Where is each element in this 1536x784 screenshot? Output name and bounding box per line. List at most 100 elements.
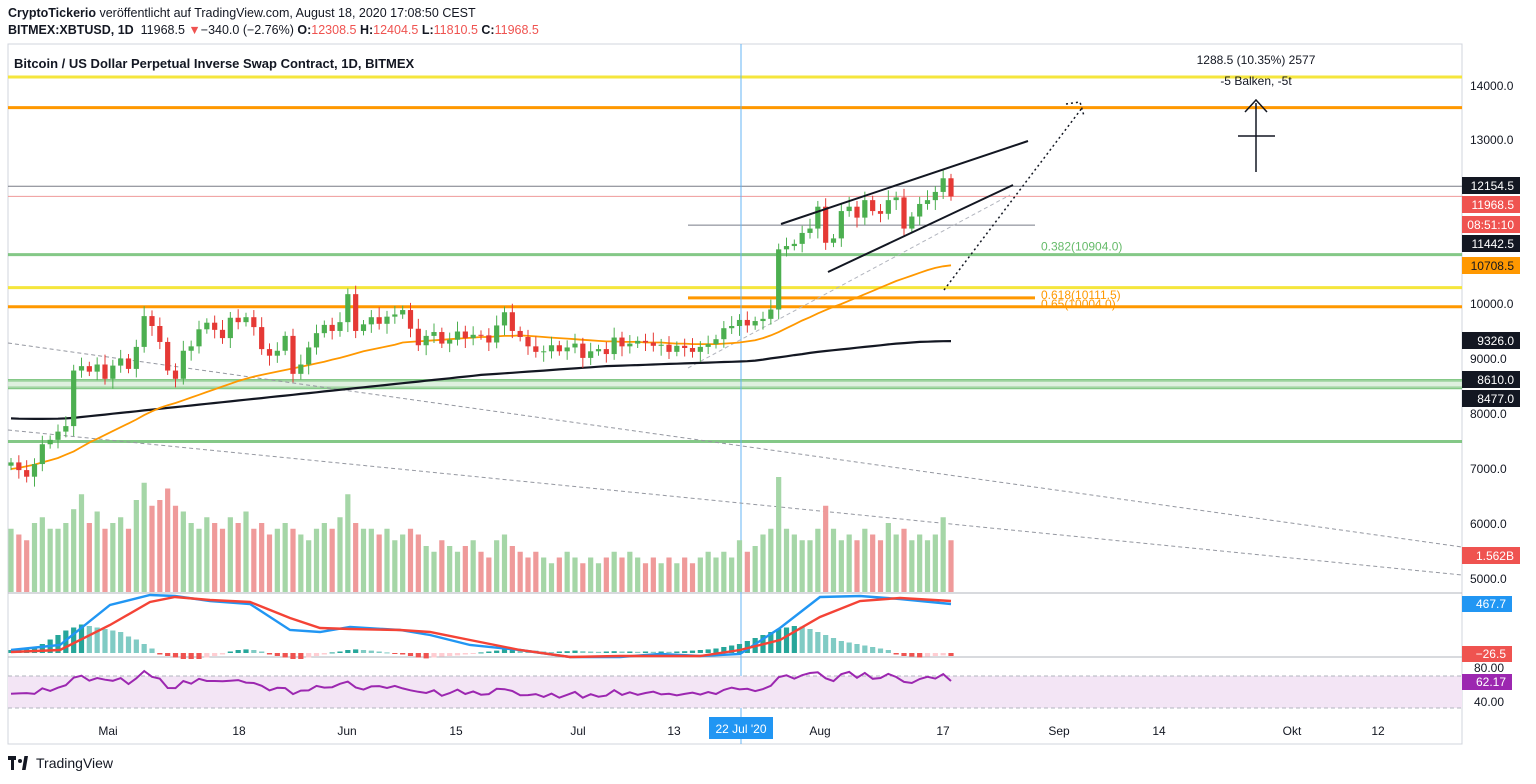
volume-bar bbox=[71, 509, 77, 592]
candle-body bbox=[697, 346, 703, 352]
candle-body bbox=[415, 328, 421, 346]
low-label: L: bbox=[421, 23, 434, 37]
volume-bar bbox=[791, 534, 797, 592]
candle-body bbox=[588, 351, 594, 358]
tradingview-brand[interactable]: TradingView bbox=[36, 755, 114, 771]
price-label-box bbox=[1462, 547, 1520, 564]
candle-body bbox=[282, 335, 288, 351]
candle bbox=[791, 239, 797, 251]
volume-bar bbox=[783, 528, 790, 592]
volume-bar bbox=[172, 505, 179, 592]
low-value: 11810.5 bbox=[433, 23, 478, 37]
candle bbox=[47, 435, 53, 449]
macd-hist-bar bbox=[924, 653, 931, 657]
candle bbox=[141, 306, 147, 353]
author-name[interactable]: CryptoTickerio bbox=[8, 6, 96, 20]
candle bbox=[478, 330, 484, 340]
open-value: 12308.5 bbox=[311, 23, 357, 37]
price-label-box bbox=[1462, 196, 1520, 213]
macd-hist-bar bbox=[353, 649, 359, 653]
candle bbox=[556, 340, 562, 356]
volume-bar bbox=[204, 517, 210, 592]
volume-bar bbox=[337, 517, 343, 592]
candle bbox=[517, 326, 523, 342]
down-arrow-icon: ▼ bbox=[188, 23, 201, 37]
high-label: H: bbox=[359, 23, 374, 37]
candle-body bbox=[274, 350, 280, 356]
candle-body bbox=[149, 316, 155, 326]
macd-hist-bar bbox=[823, 635, 829, 653]
symbol-label[interactable]: BITMEX:XBTUSD, 1D bbox=[8, 23, 134, 37]
volume-bar bbox=[768, 528, 774, 592]
candle-body bbox=[24, 470, 30, 477]
volume-bar bbox=[31, 523, 38, 592]
macd-hist-bar bbox=[556, 651, 562, 653]
volume-bar bbox=[55, 528, 61, 592]
candle bbox=[494, 315, 500, 349]
macd-hist-bar bbox=[431, 653, 437, 658]
volume-bar bbox=[525, 557, 531, 592]
x-tick-label: 12 bbox=[1371, 724, 1385, 738]
candle bbox=[697, 341, 703, 362]
x-tick-label: Jul bbox=[570, 724, 585, 738]
candle-body bbox=[721, 328, 727, 340]
volume-bar bbox=[744, 551, 750, 592]
macd-hist-bar bbox=[619, 651, 625, 653]
volume-bar bbox=[462, 546, 468, 592]
candle bbox=[830, 234, 837, 248]
y-tick-label: 10000.0 bbox=[1470, 297, 1514, 311]
volume-bar bbox=[541, 557, 547, 592]
candle bbox=[31, 458, 38, 487]
candle-body bbox=[940, 178, 946, 192]
candle-body bbox=[470, 334, 476, 339]
measure-label-bottom: -5 Balken, -5t bbox=[1220, 74, 1292, 88]
candle-body bbox=[932, 191, 938, 201]
candle bbox=[274, 342, 280, 363]
macd-hist-bar bbox=[721, 647, 727, 653]
macd-label-box bbox=[1462, 596, 1512, 612]
macd-hist-bar bbox=[172, 653, 179, 658]
close-value: 11968.5 bbox=[494, 23, 539, 37]
candle-body bbox=[682, 345, 688, 348]
candle-body bbox=[235, 317, 241, 323]
candle bbox=[627, 335, 633, 354]
candle bbox=[760, 311, 766, 330]
candle-body bbox=[854, 206, 860, 218]
rsi-label: 80.00 bbox=[1474, 661, 1504, 675]
candle bbox=[548, 336, 555, 359]
macd-hist-bar bbox=[838, 641, 844, 653]
candle-body bbox=[204, 322, 210, 330]
volume-bar bbox=[24, 540, 30, 592]
candle-body bbox=[78, 366, 85, 371]
candle bbox=[877, 203, 884, 223]
volume-bar bbox=[548, 563, 555, 592]
volume-bar bbox=[94, 511, 100, 592]
volume-bar bbox=[838, 540, 844, 592]
macd-hist-bar bbox=[282, 653, 288, 658]
candle bbox=[862, 191, 868, 225]
volume-bar bbox=[125, 528, 132, 592]
x-tick-label: 17 bbox=[936, 724, 950, 738]
candle bbox=[71, 364, 77, 436]
candle bbox=[188, 340, 194, 361]
trend-line-dashed bbox=[7, 429, 1463, 576]
candle-body bbox=[501, 312, 508, 326]
volume-bar bbox=[674, 563, 680, 592]
candle bbox=[721, 321, 727, 348]
volume-bar bbox=[447, 546, 453, 592]
macd-hist-bar bbox=[188, 653, 194, 659]
candle-body bbox=[478, 334, 484, 336]
candle bbox=[870, 195, 876, 216]
macd-hist-bar bbox=[400, 653, 406, 655]
price-label-box bbox=[1462, 332, 1520, 349]
candle bbox=[533, 336, 539, 358]
price-label-box bbox=[1462, 235, 1520, 252]
candle bbox=[940, 169, 946, 200]
macd-hist-bar bbox=[729, 645, 735, 653]
volume-bar bbox=[321, 523, 327, 592]
candle bbox=[102, 354, 108, 385]
candle bbox=[635, 336, 641, 348]
macd-hist-bar bbox=[157, 653, 163, 655]
candle bbox=[39, 435, 45, 472]
